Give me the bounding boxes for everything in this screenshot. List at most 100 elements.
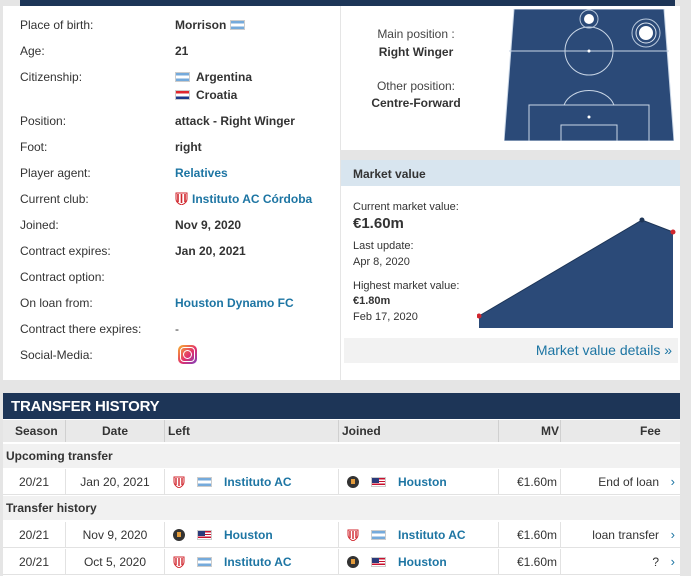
agent-label: Player agent:: [20, 166, 91, 180]
usa-flag-icon: [197, 530, 212, 540]
cell-fee: End of loan: [598, 475, 659, 489]
expires-value: Jan 20, 2021: [175, 244, 246, 258]
col-date: Date: [66, 420, 165, 442]
player-info-panel: Place of birth: Morrison Age: 21 Citizen…: [3, 6, 340, 380]
instituto-crest-icon: [175, 192, 188, 205]
transfer-row[interactable]: 20/21 Nov 9, 2020 Houston Instituto AC €…: [3, 522, 680, 548]
foot-value: right: [175, 140, 202, 154]
argentina-flag-icon: [197, 477, 212, 487]
chevron-right-icon[interactable]: ›: [670, 527, 675, 542]
transfer-history-title: TRANSFER HISTORY: [11, 398, 160, 415]
age-value: 21: [175, 44, 189, 58]
info-row-foot: Foot: right: [3, 135, 340, 161]
cell-fee: ?: [652, 555, 659, 569]
current-club-text: Instituto AC Córdoba: [192, 192, 313, 206]
info-row-social: Social-Media:: [3, 343, 340, 369]
info-row-birthplace: Place of birth: Morrison: [3, 13, 340, 39]
position-panel: Main position : Right Winger Other posit…: [341, 6, 680, 150]
joined-club-link[interactable]: Instituto AC: [398, 528, 466, 542]
loan-club-link[interactable]: Houston Dynamo FC: [175, 296, 294, 310]
position-value: attack - Right Winger: [175, 114, 295, 128]
info-row-position: Position: attack - Right Winger: [3, 109, 340, 135]
col-left: Left: [165, 420, 339, 442]
highest-value-date: Feb 17, 2020: [353, 311, 418, 323]
cell-mv: €1.60m: [499, 469, 561, 495]
transfer-history-panel: TRANSFER HISTORY Season Date Left Joined…: [3, 393, 680, 576]
houston-crest-icon: [347, 556, 359, 568]
transfer-row[interactable]: 20/21 Jan 20, 2021 Instituto AC Houston …: [3, 469, 680, 495]
last-update-value: Apr 8, 2020: [353, 256, 410, 268]
last-update-label: Last update:: [353, 240, 414, 252]
cell-fee: loan transfer: [592, 528, 659, 542]
agent-link[interactable]: Relatives: [175, 166, 228, 180]
joined-value: Nov 9, 2020: [175, 218, 242, 232]
transfer-history-section: Transfer history: [3, 496, 680, 520]
loan-label: On loan from:: [20, 296, 93, 310]
transfer-row[interactable]: 20/21 Oct 5, 2020 Instituto AC Houston €…: [3, 549, 680, 575]
left-club-link[interactable]: Instituto AC: [224, 555, 292, 569]
joined-label: Joined:: [20, 218, 59, 232]
cell-season: 20/21: [3, 469, 66, 495]
info-row-loan: On loan from: Houston Dynamo FC: [3, 291, 340, 317]
market-value-header: Market value: [341, 160, 680, 186]
houston-crest-icon: [173, 529, 185, 541]
cell-season: 20/21: [3, 549, 66, 575]
highest-value: €1.80m: [353, 295, 391, 307]
cell-left-club: Instituto AC: [165, 549, 339, 575]
current-value-label: Current market value:: [353, 201, 459, 213]
market-value-point[interactable]: [477, 313, 482, 319]
market-value-chart[interactable]: [477, 212, 677, 332]
market-value-details-link[interactable]: Market value details »: [535, 342, 672, 358]
highest-value-label: Highest market value:: [353, 280, 460, 292]
position-label: Position:: [20, 114, 67, 128]
option-label: Contract option:: [20, 270, 105, 284]
market-value-point[interactable]: [639, 217, 645, 223]
argentina-flag-icon: [197, 557, 212, 567]
info-row-club: Current club: Instituto AC Córdoba: [3, 187, 340, 213]
left-club-link[interactable]: Instituto AC: [224, 475, 292, 489]
pitch-diagram: [504, 9, 674, 141]
instituto-crest-icon: [173, 556, 185, 568]
left-club-link[interactable]: Houston: [224, 528, 273, 542]
birthplace-value: Morrison: [175, 18, 246, 32]
social-label: Social-Media:: [20, 348, 93, 362]
cell-mv: €1.60m: [499, 549, 561, 575]
cell-joined-club: Instituto AC: [339, 522, 499, 548]
market-value-heading: Market value: [353, 167, 426, 181]
other-position-value: Centre-Forward: [371, 96, 461, 110]
cell-date: Oct 5, 2020: [66, 549, 165, 575]
col-fee: Fee: [640, 424, 661, 438]
birthplace-label: Place of birth:: [20, 18, 94, 32]
main-position-title: Main position :: [377, 27, 455, 41]
usa-flag-icon: [371, 477, 386, 487]
argentina-flag-icon: [175, 72, 190, 82]
instagram-icon[interactable]: [178, 345, 197, 364]
market-value-point[interactable]: [670, 229, 676, 235]
citizenship-1-text: Argentina: [196, 70, 253, 84]
birthplace-text: Morrison: [175, 18, 227, 32]
market-value-panel: Market value Current market value: €1.60…: [341, 160, 680, 380]
houston-crest-icon: [347, 476, 359, 488]
current-club-link[interactable]: Instituto AC Córdoba: [175, 192, 312, 206]
joined-club-link[interactable]: Houston: [398, 555, 447, 569]
croatia-flag-icon: [175, 90, 190, 100]
upcoming-transfer-section: Upcoming transfer: [3, 444, 680, 468]
info-row-citizenship: Citizenship: Argentina Croatia: [3, 65, 340, 105]
cell-left-club: Instituto AC: [165, 469, 339, 495]
citizenship-label: Citizenship:: [20, 70, 83, 84]
chevron-right-icon[interactable]: ›: [670, 474, 675, 489]
citizenship-croatia: Croatia: [175, 88, 237, 102]
argentina-flag-icon: [371, 530, 386, 540]
transfer-table-header: Season Date Left Joined MV Fee: [3, 420, 680, 442]
chevron-right-icon[interactable]: ›: [670, 554, 675, 569]
info-row-joined: Joined: Nov 9, 2020: [3, 213, 340, 239]
info-row-option: Contract option:: [3, 265, 340, 291]
argentina-flag-icon: [230, 20, 246, 30]
market-value-area: [479, 220, 673, 328]
col-joined: Joined: [339, 420, 499, 442]
info-row-loan-expires: Contract there expires: -: [3, 317, 340, 343]
age-label: Age:: [20, 44, 45, 58]
joined-club-link[interactable]: Houston: [398, 475, 447, 489]
header-bar: [20, 0, 675, 6]
cell-left-club: Houston: [165, 522, 339, 548]
